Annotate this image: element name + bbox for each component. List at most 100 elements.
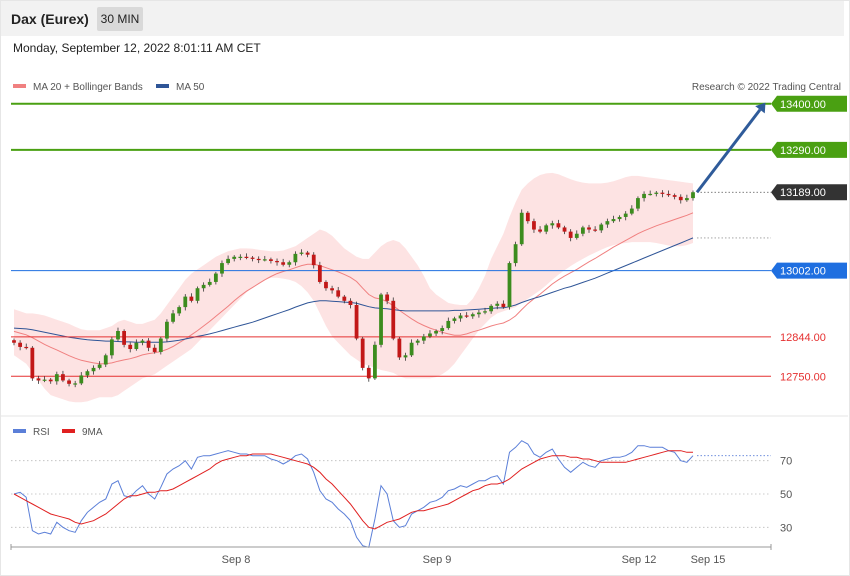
level-label-support: 12844.00 [780, 332, 826, 344]
candle-body [684, 198, 689, 201]
candle-body [269, 259, 273, 261]
level-tag-pivot [771, 262, 847, 279]
candle-body [421, 336, 426, 341]
candle-body [642, 193, 646, 199]
candle-body [501, 303, 506, 308]
candle-body [36, 378, 41, 381]
level-label-support: 12750.00 [780, 371, 826, 383]
candle-body [24, 346, 29, 349]
candle-body [30, 347, 35, 379]
candle-body [244, 256, 249, 258]
candle-body [171, 313, 175, 322]
candle-body [495, 303, 500, 306]
candle-body [385, 294, 390, 301]
candle-body [593, 229, 598, 231]
candle-body [458, 315, 463, 319]
rsi-tick-label: 30 [780, 522, 792, 534]
candle-body [434, 330, 438, 334]
legend-main: MA 20 + Bollinger Bands MA 50 [13, 82, 205, 93]
candle-body [611, 219, 616, 222]
rsi-tick-label: 50 [780, 489, 792, 501]
chart-header: Dax (Eurex) 30 MIN [1, 1, 844, 36]
candle-body [213, 273, 218, 282]
legend-rsi: RSI 9MA [13, 427, 103, 438]
candle-body [580, 227, 585, 234]
candle-body [165, 321, 169, 339]
candle-body [134, 342, 139, 350]
candle-body [109, 339, 114, 356]
projection-arrow-shaft [695, 108, 762, 194]
candle-body [317, 265, 322, 282]
level-tag-resistance [771, 95, 847, 112]
candle-body [574, 233, 579, 238]
rsi-panel: 70 50 30 [11, 440, 792, 548]
x-tick-label: Sep 9 [423, 554, 452, 566]
credit-text: Research © 2022 Trading Central [692, 82, 841, 93]
candle-body [373, 344, 377, 379]
candle-body [220, 263, 224, 274]
candle-body [544, 225, 549, 232]
legend-label-ma50: MA 50 [176, 82, 205, 93]
level-label-pivot: 13002.00 [780, 266, 826, 278]
legend-label-9ma: 9MA [82, 427, 103, 438]
timestamp: Monday, September 12, 2022 8:01:11 AM CE… [13, 41, 261, 55]
bollinger-band [14, 172, 693, 403]
candle-body [532, 221, 536, 230]
candle-body [623, 213, 628, 217]
candle-body [452, 318, 457, 321]
candle-body [152, 347, 157, 352]
ma50-line [13, 237, 694, 343]
candle-body [91, 367, 96, 372]
candle-body [67, 380, 71, 384]
candle-body [599, 224, 604, 231]
candle-body [293, 253, 298, 263]
candle-body [195, 288, 200, 301]
candle-body [48, 379, 53, 382]
candle-body [342, 296, 347, 301]
candle-body [116, 330, 120, 340]
candle-body [483, 311, 487, 313]
candle-body [250, 257, 255, 259]
instrument-title: Dax (Eurex) [11, 11, 89, 27]
candle-body [379, 294, 383, 345]
candle-body [660, 192, 665, 194]
candle-body [409, 342, 414, 356]
legend-swatch-rsi [13, 429, 26, 433]
candle-body [556, 223, 561, 228]
candle-body [464, 315, 469, 317]
level-label-last-price: 13189.00 [780, 187, 826, 199]
x-axis: Sep 8 Sep 9 Sep 12 Sep 15 [10, 544, 772, 566]
candle-body [122, 330, 127, 345]
candle-body [281, 262, 286, 265]
candle-body [678, 196, 683, 201]
candle-body [354, 305, 359, 339]
candle-body [85, 371, 90, 376]
candle-body [177, 307, 182, 314]
level-tag-resistance [771, 141, 847, 158]
candle-body [324, 281, 328, 289]
rsi-series-rsi [13, 440, 694, 548]
candle-body [525, 212, 530, 222]
candle-body [562, 227, 567, 232]
ma20-line [13, 212, 694, 365]
candle-body [366, 367, 371, 379]
candle-body [428, 333, 432, 337]
candle-body [648, 193, 653, 196]
candle-body [507, 263, 512, 308]
candle-body [538, 229, 542, 232]
candle-body [446, 320, 451, 329]
candle-body [336, 290, 341, 297]
x-tick-label: Sep 8 [222, 554, 251, 566]
candle-body [128, 344, 133, 350]
candle-body [666, 193, 671, 196]
candle-body [470, 314, 475, 317]
candle-body [158, 338, 163, 352]
candle-body [183, 296, 188, 308]
candle-body [305, 252, 310, 255]
timeframe-badge[interactable]: 30 MIN [97, 7, 143, 31]
candle-body [587, 227, 591, 230]
candle-body [330, 288, 334, 291]
candle-body [617, 216, 622, 220]
candle-body [348, 300, 353, 305]
